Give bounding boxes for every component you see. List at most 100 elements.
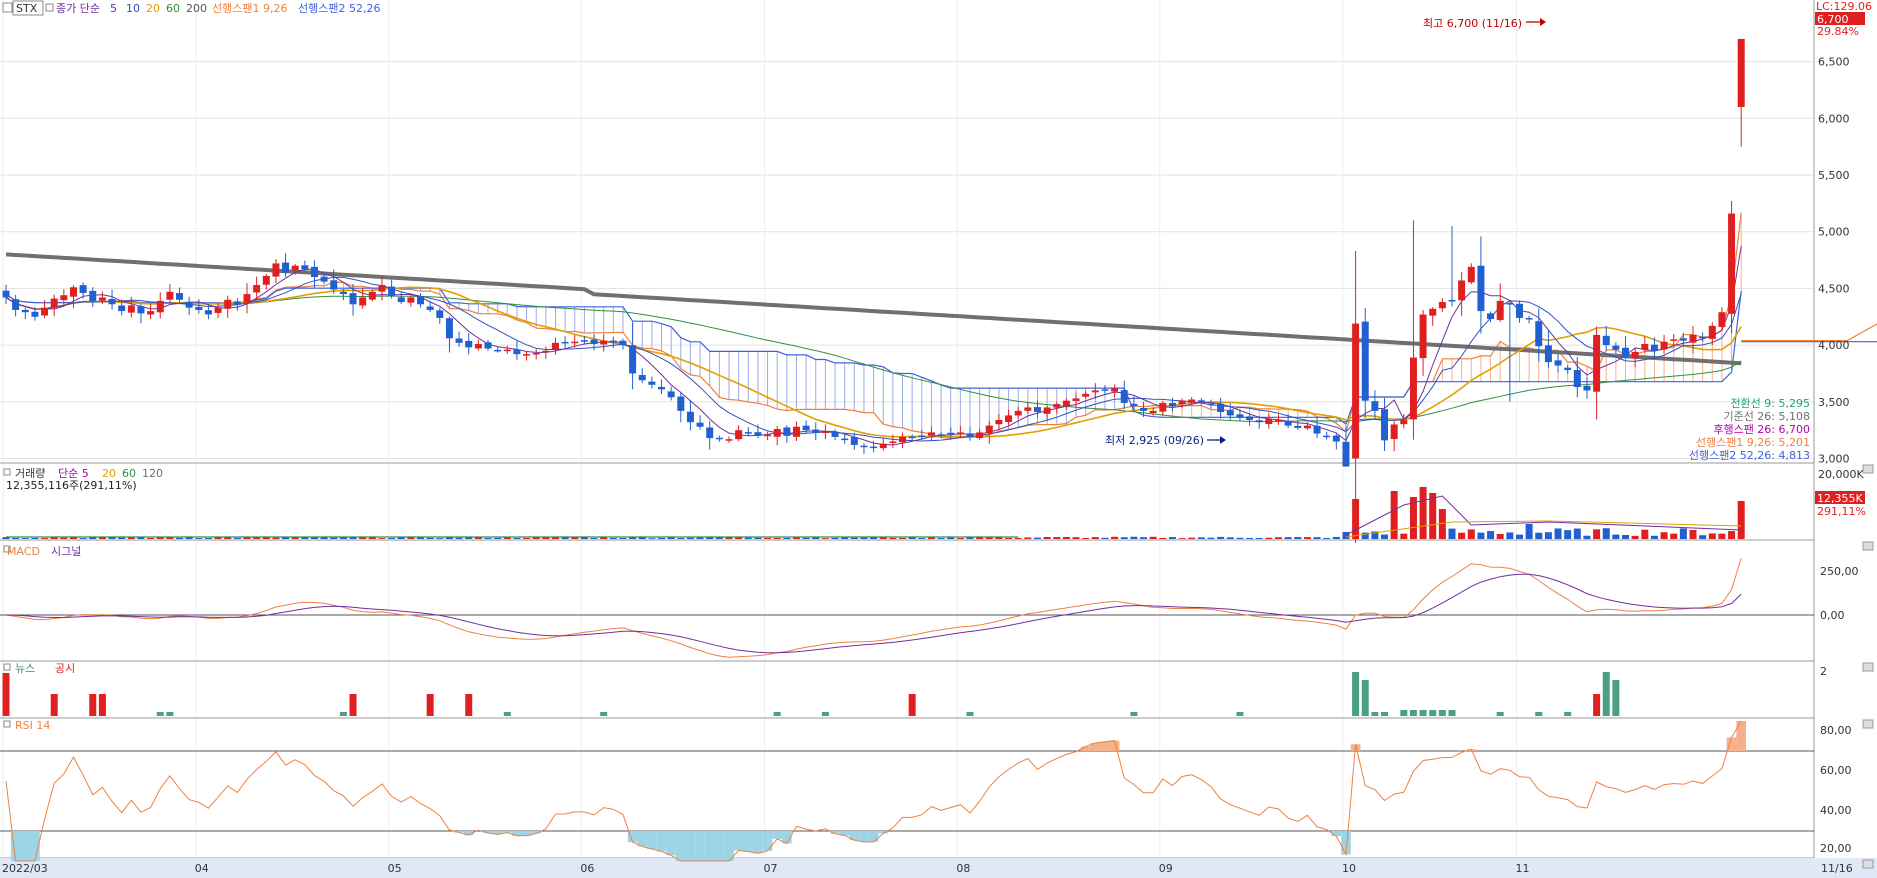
candle-body	[590, 339, 598, 344]
candle-body	[1400, 419, 1408, 425]
x-axis-label: 2022/03	[2, 862, 48, 875]
candle-body	[455, 338, 463, 343]
candle-body	[2, 290, 10, 298]
volume-bar	[224, 537, 232, 539]
volume-bar	[378, 538, 386, 539]
candle-body	[667, 391, 675, 398]
disclosure-bar	[349, 694, 357, 716]
news-bar	[1409, 710, 1417, 716]
legend-sma20: 20	[146, 2, 160, 15]
candle-body	[1515, 303, 1523, 318]
news-bar	[339, 712, 347, 716]
volume-last: 12,355K	[1817, 492, 1863, 505]
volume-bar	[1564, 530, 1572, 539]
candle-body	[1631, 351, 1639, 359]
candle-body	[41, 307, 49, 316]
volume-bar	[1062, 537, 1070, 539]
y-tick-label: 5,000	[1818, 226, 1850, 239]
candle-body	[1728, 213, 1736, 314]
macd-line	[5, 557, 1742, 658]
volume-bar	[764, 538, 772, 539]
candle-body	[889, 441, 897, 443]
volume-bar	[1448, 528, 1456, 539]
volume-bar	[513, 537, 521, 539]
axis-panel-button[interactable]	[1862, 859, 1874, 869]
volume-bar	[1487, 531, 1495, 539]
rsi-legend: RSI 14	[3, 719, 50, 732]
volume-bar	[1014, 537, 1022, 539]
x-axis-label: 07	[764, 862, 778, 875]
news-bar	[1381, 712, 1389, 716]
candle-body	[841, 438, 849, 441]
candle-body	[1506, 303, 1514, 305]
volume-bar	[1072, 537, 1080, 539]
ticker-box[interactable]	[12, 0, 44, 16]
candle-body	[1699, 336, 1707, 339]
volume-bar	[474, 536, 482, 539]
volume-bar	[1217, 536, 1225, 539]
volume-bar	[1168, 537, 1176, 539]
volume-bar	[1188, 537, 1196, 539]
candle-body	[185, 301, 193, 308]
rsi-title: RSI 14	[15, 719, 50, 732]
candle-body	[725, 439, 733, 441]
volume-bar	[1477, 532, 1485, 539]
candle-body	[1149, 410, 1157, 414]
volume-sma20-line	[1345, 520, 1742, 538]
volume-bar	[590, 538, 598, 539]
volume-bar	[1641, 529, 1649, 539]
candle-body	[1159, 402, 1167, 412]
candle-body	[1622, 347, 1630, 358]
candle-body	[1554, 360, 1562, 366]
candle-body	[1303, 425, 1311, 429]
candle-body	[1294, 425, 1302, 428]
candle-body	[339, 291, 347, 295]
candle-body	[262, 275, 270, 285]
news-title: 뉴스	[15, 662, 35, 675]
candle-body	[773, 429, 781, 437]
candle-body	[947, 432, 955, 435]
volume-bar	[1506, 532, 1514, 539]
candle-body	[397, 297, 405, 303]
volume-bar	[2, 537, 10, 539]
volume-bar	[494, 537, 502, 539]
volume-bar	[966, 537, 974, 539]
news-bar	[1612, 680, 1620, 716]
rsi-panel-button[interactable]	[1862, 719, 1874, 729]
volume-panel-button[interactable]	[1862, 464, 1874, 474]
rsi-y-tick-40: 40,00	[1820, 804, 1852, 817]
macd-y-tick-250: 250,00	[1820, 565, 1859, 578]
candle-body	[850, 437, 858, 445]
x-axis: 2022/03 04 05 06 07 08 09 10 11	[2, 862, 1529, 875]
volume-bar	[1429, 493, 1437, 539]
candle-body	[1207, 403, 1215, 406]
candle-body	[291, 265, 299, 271]
volume-bar	[185, 537, 193, 539]
candle-body	[1014, 410, 1022, 416]
volume-bar	[927, 536, 935, 539]
candle-body	[821, 431, 829, 433]
candle-body	[609, 340, 617, 343]
volume-bar	[802, 537, 810, 539]
ticker-label: STX	[16, 2, 38, 15]
volume-bar	[407, 536, 415, 539]
candle-body	[50, 298, 58, 308]
volume-bar	[50, 537, 58, 539]
news-panel-button[interactable]	[1862, 662, 1874, 672]
volume-bar	[388, 538, 396, 539]
macd-panel-button[interactable]	[1862, 541, 1874, 551]
legend-span1: 선행스팬1 9,26	[212, 2, 287, 15]
candle-body	[1091, 390, 1099, 393]
volume-bar	[1140, 537, 1148, 539]
volume-bar	[118, 537, 126, 539]
volume-bar	[889, 537, 897, 539]
candle-body	[927, 432, 935, 436]
candle-body	[879, 443, 887, 449]
candle-body	[1217, 403, 1225, 413]
candle-body	[243, 294, 251, 303]
volume-bar	[417, 536, 425, 539]
volume-bar	[792, 537, 800, 539]
volume-bar	[1728, 531, 1736, 539]
volume-bar	[976, 537, 984, 539]
volume-bar	[1101, 537, 1109, 539]
